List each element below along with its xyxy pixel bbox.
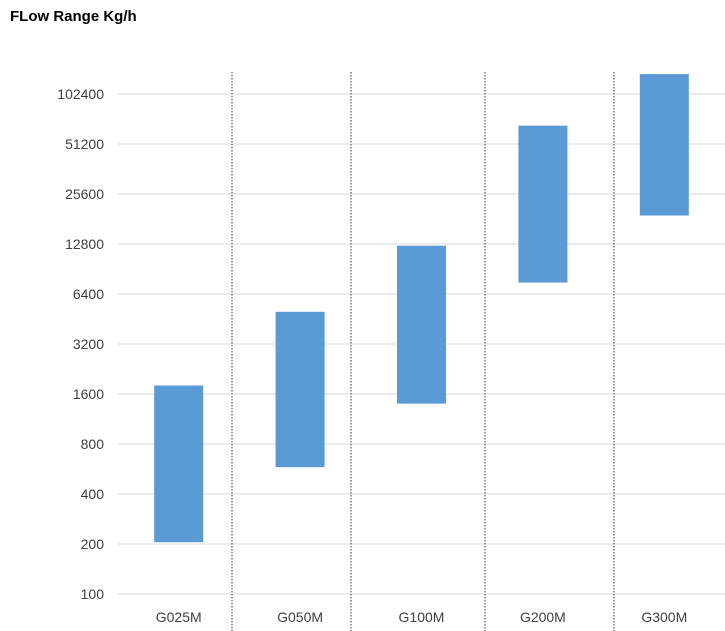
x-tick-label-g300m: G300M xyxy=(641,609,687,625)
y-tick-label-0: 100 xyxy=(81,586,105,602)
y-tick-label-5: 3200 xyxy=(73,336,104,352)
y-tick-label-7: 12800 xyxy=(65,236,104,252)
y-tick-label-4: 1600 xyxy=(73,386,104,402)
y-tick-label-8: 25600 xyxy=(65,186,104,202)
x-tick-label-g100m: G100M xyxy=(399,609,445,625)
y-tick-label-1: 200 xyxy=(81,536,105,552)
x-tick-label-g025m: G025M xyxy=(156,609,202,625)
chart-title: FLow Range Kg/h xyxy=(10,8,137,25)
range-bar-g300m xyxy=(639,74,689,216)
y-tick-label-3: 800 xyxy=(81,436,105,452)
y-tick-label-6: 6400 xyxy=(73,286,104,302)
x-tick-label-g050m: G050M xyxy=(277,609,323,625)
y-tick-label-2: 400 xyxy=(81,486,105,502)
x-tick-label-g200m: G200M xyxy=(520,609,566,625)
range-bar-g050m xyxy=(275,311,325,468)
y-tick-label-10: 102400 xyxy=(57,86,104,102)
range-bar-g200m xyxy=(518,125,568,283)
range-bar-g100m xyxy=(397,245,446,404)
range-bar-g025m xyxy=(154,385,204,543)
y-tick-label-9: 51200 xyxy=(65,136,104,152)
